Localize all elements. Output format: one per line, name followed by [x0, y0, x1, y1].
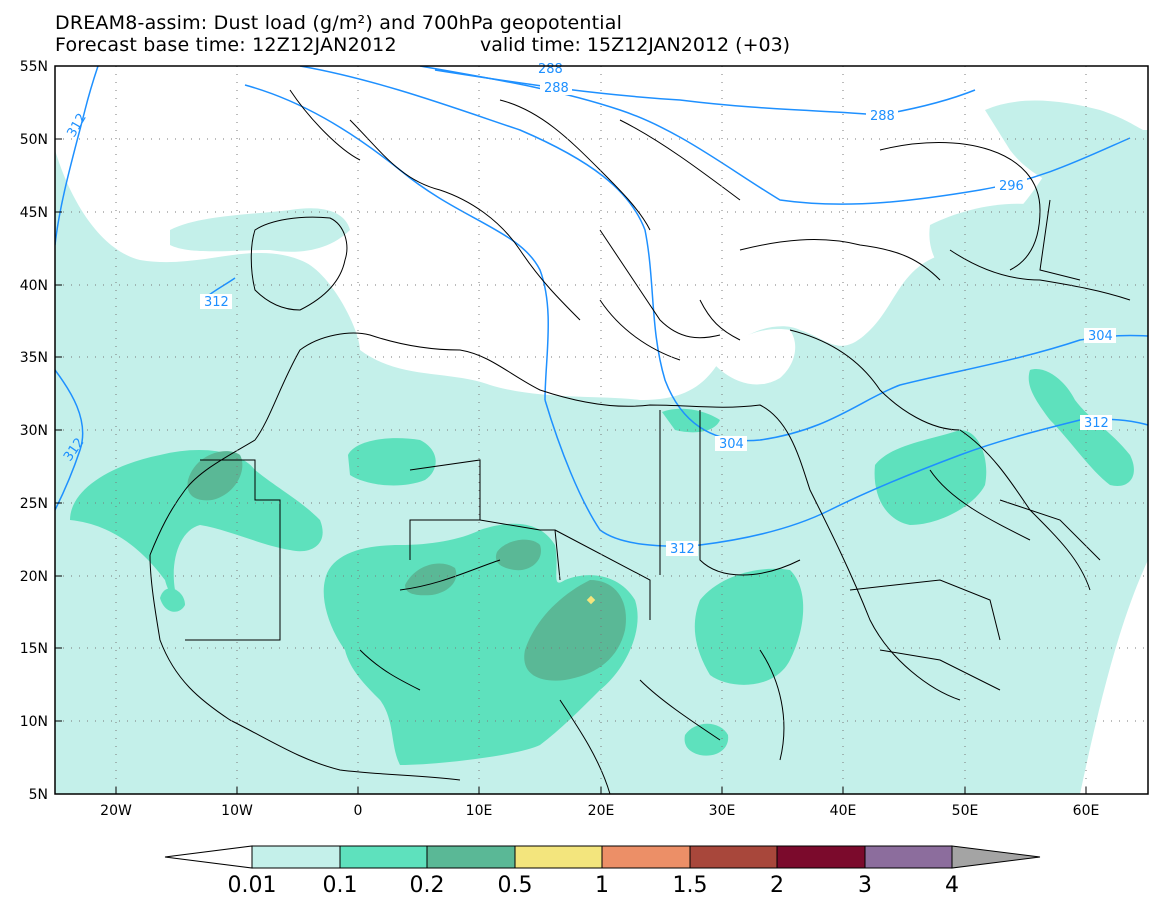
lat-label: 45N: [20, 205, 48, 221]
contour-label: 312: [670, 542, 695, 557]
colorbar-box: [426, 845, 516, 869]
lon-label: 20E: [588, 803, 615, 819]
contour-label: 312: [204, 295, 229, 310]
colorbar-low-arrow: [164, 845, 253, 869]
dust-field-light-north: [985, 100, 1148, 220]
lat-label: 25N: [20, 496, 48, 512]
dust-field-mid-morocco: [160, 588, 185, 612]
latitude-labels: 55N 50N 45N 40N 35N 30N 25N 20N 15N 10N …: [20, 59, 48, 803]
colorbar-box: [864, 845, 953, 869]
lat-label: 35N: [20, 350, 48, 366]
contour-label: 312: [1084, 416, 1109, 431]
colorbar-box: [339, 845, 428, 869]
dust-field-dark-niger: [495, 539, 541, 571]
dust-field-mid-west: [70, 450, 323, 601]
colorbar-box: [251, 845, 341, 869]
colorbar: [164, 845, 1041, 869]
colorbar-box: [514, 845, 603, 869]
colorbar-box: [776, 845, 866, 869]
lat-label: 5N: [29, 787, 48, 803]
coastlines-borders: [149, 89, 1131, 794]
contour-label: 288: [870, 109, 895, 124]
colorbar-box: [601, 845, 691, 869]
colorbar-high-arrow: [951, 845, 1041, 869]
dust-field-mid-algeria: [348, 438, 436, 486]
lon-label: 0: [354, 803, 363, 819]
contour-labels: 288 288 288 296 304 304 312 312 312 312 …: [61, 62, 1116, 557]
contour-label: 288: [544, 81, 569, 96]
colorbar-label: 3: [858, 873, 872, 898]
contour-label: 296: [999, 179, 1024, 194]
tick-marks: [55, 138, 1087, 794]
colorbar-label: 0.5: [498, 873, 533, 898]
valid-time: valid time: 15Z12JAN2012 (+03): [480, 34, 791, 56]
dust-field-mid-gulf: [874, 430, 987, 525]
colorbar-label: 0.01: [228, 873, 277, 898]
lon-label: 30E: [709, 803, 736, 819]
contour-label: 304: [719, 437, 744, 452]
contour-label: 304: [1088, 329, 1113, 344]
longitude-labels: 20W 10W 0 10E 20E 30E 40E 50E 60E: [100, 803, 1099, 819]
lat-label: 40N: [20, 278, 48, 294]
lat-label: 20N: [20, 569, 48, 585]
lat-label: 15N: [20, 641, 48, 657]
lon-label: 60E: [1073, 803, 1100, 819]
dust-field-light-iberia: [170, 208, 350, 252]
clear-area-east-med: [715, 329, 796, 385]
lat-label: 55N: [20, 59, 48, 75]
dust-field-dark-morocco: [187, 451, 243, 501]
forecast-base-time: Forecast base time: 12Z12JAN2012: [55, 34, 397, 56]
dust-field-dark-chad: [524, 580, 626, 681]
map-title: DREAM8-assim: Dust load (g/m²) and 700hP…: [55, 12, 623, 34]
lon-label: 20W: [100, 803, 132, 819]
lon-label: 40E: [830, 803, 857, 819]
colorbar-labels: 0.01 0.1 0.2 0.5 1 1.5 2 3 4: [228, 873, 959, 898]
colorbar-label: 0.1: [323, 873, 358, 898]
lat-label: 10N: [20, 714, 48, 730]
contour-label: 288: [538, 62, 563, 77]
dust-field-mid-cafr: [684, 723, 729, 756]
lon-label: 10E: [466, 803, 493, 819]
dust-field-mid-sudan: [694, 568, 804, 685]
colorbar-label: 2: [770, 873, 784, 898]
lat-label: 30N: [20, 423, 48, 439]
lon-label: 50E: [952, 803, 979, 819]
lon-label: 10W: [221, 803, 253, 819]
dust-field-yellow: [586, 595, 596, 605]
colorbar-label: 1: [595, 873, 609, 898]
colorbar-label: 1.5: [673, 873, 708, 898]
lat-label: 50N: [20, 132, 48, 148]
colorbar-label: 0.2: [410, 873, 445, 898]
dust-field-mid-sahel: [323, 523, 638, 765]
dust-field-light-caspian: [929, 203, 1100, 304]
colorbar-label: 4: [945, 873, 959, 898]
colorbar-box: [689, 845, 778, 869]
